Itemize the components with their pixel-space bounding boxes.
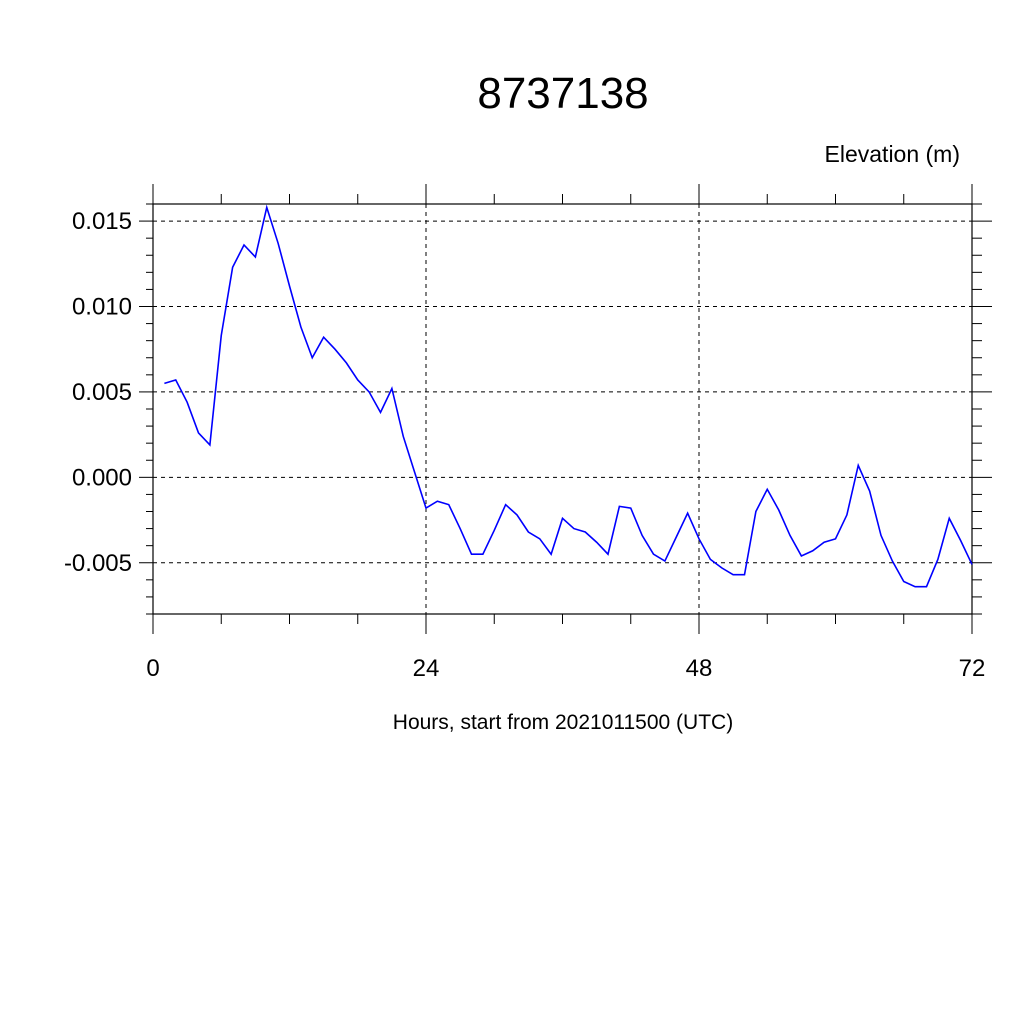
axis-ticks [139,184,992,634]
y-tick-label: 0.010 [72,294,132,321]
x-tick-label: 24 [413,655,440,682]
y-tick-label: 0.000 [72,464,132,491]
x-tick-label: 72 [959,655,986,682]
elevation-series-line [164,204,973,588]
plot-frame [152,203,973,615]
y-tick-labels: -0.005 0.000 0.005 0.010 0.015 [64,208,132,577]
y-axis-label: Elevation (m) [825,141,960,167]
chart-title: 8737138 [477,69,648,118]
x-tick-labels: 0 24 48 72 [146,655,985,682]
plot-border [152,203,973,615]
series-layer [164,204,973,588]
x-tick-label: 48 [686,655,713,682]
x-axis-label: Hours, start from 2021011500 (UTC) [393,711,733,734]
y-tick-label: -0.005 [64,550,132,577]
x-tick-label: 0 [146,655,159,682]
y-tick-label: 0.015 [72,208,132,235]
grid-lines [153,204,972,614]
y-tick-label: 0.005 [72,379,132,406]
